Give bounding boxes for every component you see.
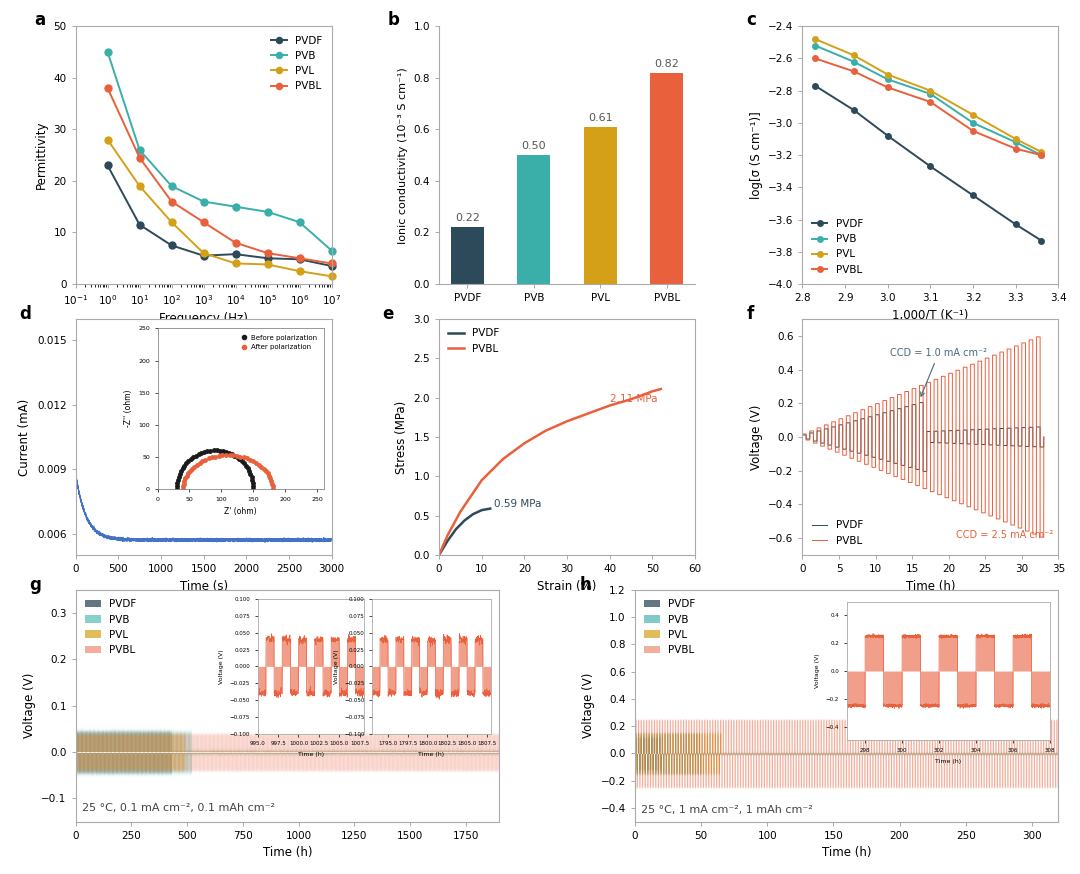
Text: d: d [19,305,31,323]
Text: 2.11 MPa: 2.11 MPa [609,393,657,404]
Legend: PVDF, PVBL: PVDF, PVBL [444,324,503,357]
Legend: PVDF, PVB, PVL, PVBL: PVDF, PVB, PVL, PVBL [81,595,140,659]
Y-axis label: Ionic conductivity (10⁻³ S cm⁻¹): Ionic conductivity (10⁻³ S cm⁻¹) [397,66,408,244]
X-axis label: Time (s): Time (s) [179,579,228,593]
Text: g: g [29,576,41,594]
Y-axis label: Current (mA): Current (mA) [18,399,31,475]
Y-axis label: Stress (MPa): Stress (MPa) [395,400,408,474]
Text: 25 °C, 0.1 mA cm⁻², 0.1 mAh cm⁻²: 25 °C, 0.1 mA cm⁻², 0.1 mAh cm⁻² [82,803,275,814]
Text: 25 °C, 1 mA cm⁻², 1 mAh cm⁻²: 25 °C, 1 mA cm⁻², 1 mAh cm⁻² [642,805,813,815]
Y-axis label: log[σ (S cm⁻¹)]: log[σ (S cm⁻¹)] [750,111,762,199]
Text: c: c [746,10,756,29]
Text: e: e [382,305,394,323]
Y-axis label: Voltage (V): Voltage (V) [750,405,762,469]
X-axis label: 1,000/T (K⁻¹): 1,000/T (K⁻¹) [892,309,969,322]
Bar [450,227,484,284]
X-axis label: Time (h): Time (h) [906,579,955,593]
Legend: PVDF, PVBL: PVDF, PVBL [808,517,867,550]
Bar [517,156,551,284]
Text: 0.50: 0.50 [522,142,546,151]
Text: CCD = 1.0 mA cm⁻²: CCD = 1.0 mA cm⁻² [890,348,987,396]
Text: b: b [388,10,400,29]
X-axis label: Strain (%): Strain (%) [538,579,596,593]
Y-axis label: Permittivity: Permittivity [35,121,48,190]
X-axis label: Frequency (Hz): Frequency (Hz) [159,312,248,325]
Y-axis label: Voltage (V): Voltage (V) [582,673,595,739]
Bar [650,73,684,284]
Text: 0.59 MPa: 0.59 MPa [495,499,542,509]
Text: 0.61: 0.61 [588,113,612,123]
Y-axis label: Voltage (V): Voltage (V) [23,673,36,739]
X-axis label: Time (h): Time (h) [262,846,312,859]
Text: 0.22: 0.22 [455,213,480,224]
Legend: PVDF, PVB, PVL, PVBL: PVDF, PVB, PVL, PVBL [267,31,326,95]
X-axis label: Time (h): Time (h) [822,846,872,859]
Text: 0.82: 0.82 [654,59,679,69]
Legend: PVDF, PVB, PVL, PVBL: PVDF, PVB, PVL, PVBL [808,215,867,279]
Bar [583,127,617,284]
Text: h: h [580,576,592,594]
Text: CCD = 2.5 mA cm⁻²: CCD = 2.5 mA cm⁻² [956,531,1053,540]
Text: a: a [35,10,45,29]
Legend: PVDF, PVB, PVL, PVBL: PVDF, PVB, PVL, PVBL [640,595,700,659]
Text: f: f [746,305,754,323]
